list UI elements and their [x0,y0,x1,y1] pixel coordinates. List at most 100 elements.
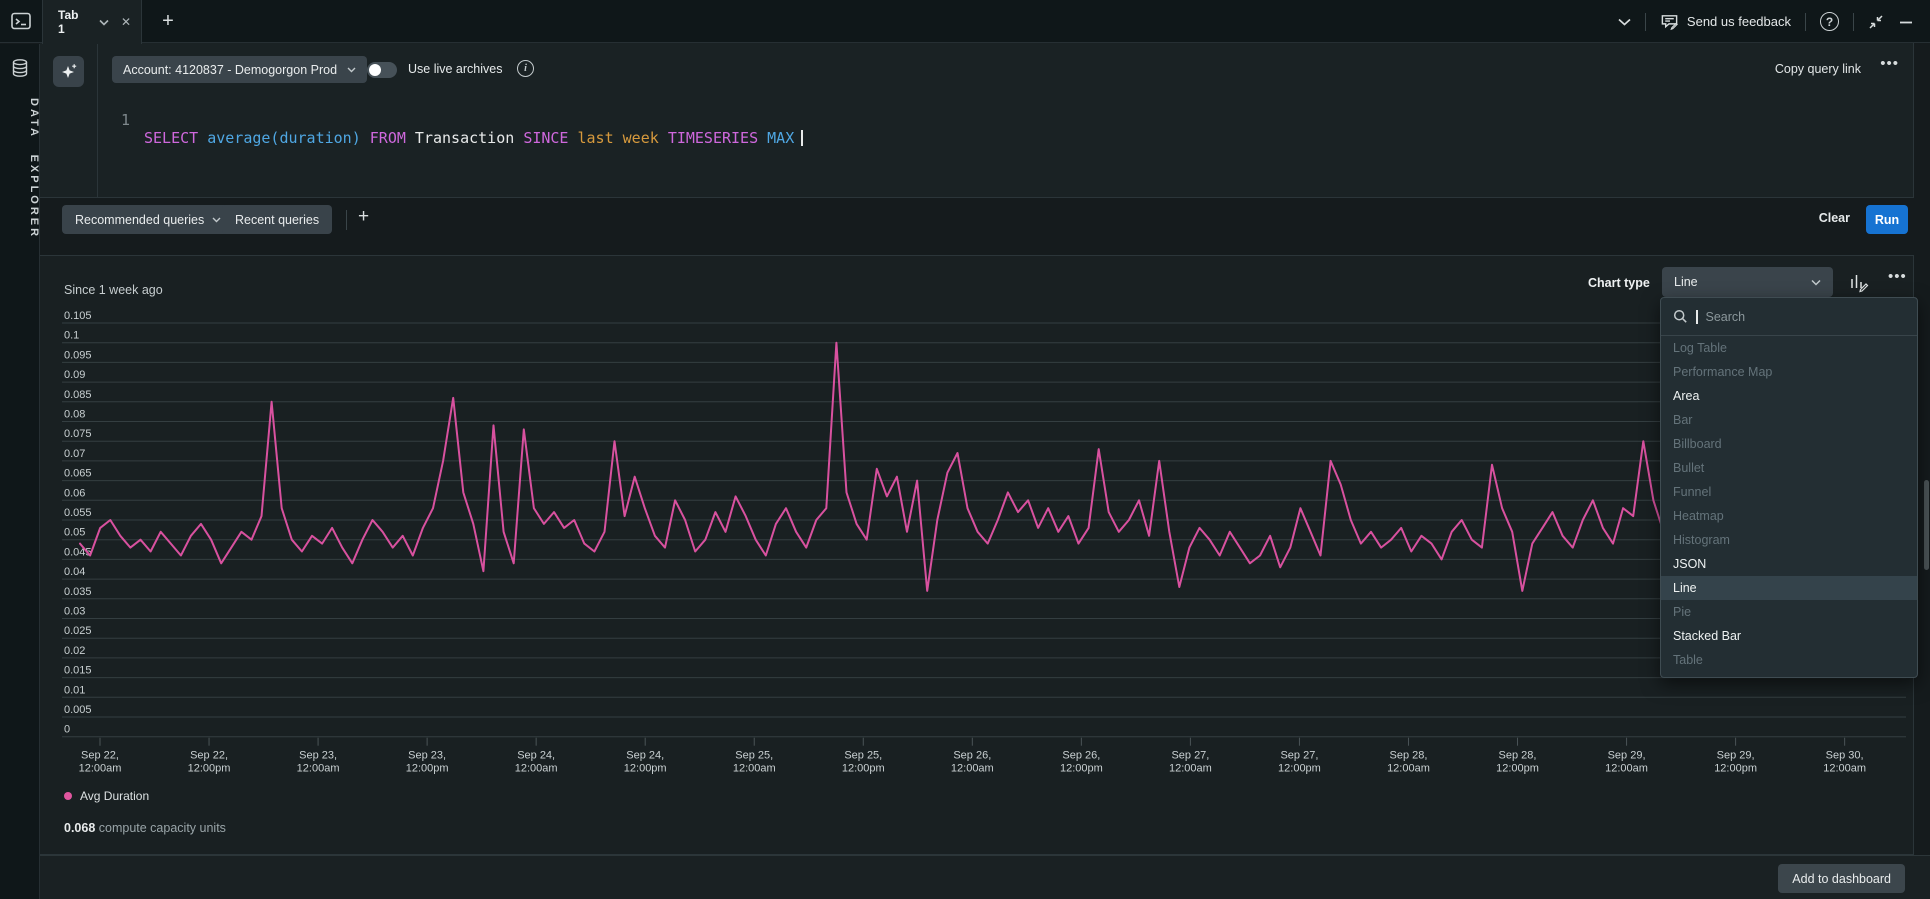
chart-more-options-icon[interactable]: ••• [1888,268,1907,285]
svg-text:0.005: 0.005 [64,704,92,716]
minimize-icon[interactable] [1898,14,1914,30]
svg-text:Sep 27,: Sep 27, [1280,750,1318,762]
svg-text:0.04: 0.04 [64,566,85,578]
svg-text:12:00am: 12:00am [515,763,558,775]
svg-text:12:00pm: 12:00pm [1714,763,1757,775]
chart-type-search-input[interactable]: Search [1661,298,1917,336]
capacity-footnote: 0.068 compute capacity units [64,821,226,835]
svg-text:12:00am: 12:00am [1605,763,1648,775]
clear-button[interactable]: Clear [1818,211,1850,225]
svg-text:0.035: 0.035 [64,586,92,598]
chart-type-option-line[interactable]: Line [1661,576,1917,600]
legend-dot [64,792,72,800]
svg-text:Sep 23,: Sep 23, [299,750,337,762]
account-selector[interactable]: Account: 4120837 - Demogorgon Prod [112,56,368,83]
info-icon[interactable]: i [517,60,534,77]
svg-text:Sep 24,: Sep 24, [517,750,555,762]
chart-type-option-area[interactable]: Area [1673,389,1700,403]
window-chevron-down-icon[interactable] [1618,18,1631,26]
svg-text:0.09: 0.09 [64,369,85,381]
query-editor[interactable]: 1 SELECT average(duration) FROM Transact… [40,93,1913,165]
live-archives-toggle[interactable] [367,62,397,78]
feedback-label: Send us feedback [1686,14,1791,29]
copy-query-link[interactable]: Copy query link [1774,62,1861,76]
window-scrollbar-thumb[interactable] [1924,480,1929,570]
query-token: average(duration) [207,129,361,147]
chart-type-option-bullet: Bullet [1673,461,1705,475]
svg-text:12:00am: 12:00am [951,763,994,775]
svg-text:0.03: 0.03 [64,606,85,618]
svg-text:12:00pm: 12:00pm [1278,763,1321,775]
send-feedback-button[interactable]: Send us feedback [1660,12,1791,31]
add-query-tab-button[interactable]: + [358,206,370,227]
chart-type-option-stacked-bar[interactable]: Stacked Bar [1673,629,1742,643]
tab-chevron-down-icon[interactable] [99,19,109,26]
capacity-text: compute capacity units [98,821,226,835]
svg-text:Sep 30,: Sep 30, [1826,750,1864,762]
timeseries-chart: 0.105 0.1 0.095 0.09 0.085 0.08 0.075 0.07 0.065… [62,311,1906,775]
tab-label: Tab 1 [58,8,79,36]
svg-text:0: 0 [64,724,70,736]
new-tab-button[interactable]: + [162,10,174,32]
svg-text:Sep 28,: Sep 28, [1390,750,1428,762]
search-placeholder: Search [1705,309,1746,324]
assistant-column [40,43,98,198]
topbar-divider [1805,12,1806,31]
tab-1[interactable]: Tab 1 ✕ [42,0,142,44]
chart-type-option-json[interactable]: JSON [1673,557,1707,571]
search-icon [1673,309,1688,324]
svg-text:0.085: 0.085 [64,389,92,401]
svg-text:0.01: 0.01 [64,684,85,696]
svg-text:12:00am: 12:00am [297,763,340,775]
query-token: FROM [369,129,406,147]
svg-text:12:00am: 12:00am [1169,763,1212,775]
svg-text:Sep 29,: Sep 29, [1608,750,1646,762]
console-icon[interactable] [10,10,32,32]
svg-text:0.095: 0.095 [64,349,92,361]
toggle-knob [369,64,381,76]
chart-type-option-billboard: Billboard [1673,437,1722,451]
run-button[interactable]: Run [1866,205,1908,234]
svg-text:12:00pm: 12:00pm [188,763,231,775]
chart-type-value: Line [1674,275,1698,289]
account-chevron-down-icon [347,67,356,73]
svg-text:12:00pm: 12:00pm [842,763,885,775]
chart-type-options: Log Table Performance Map Area Bar Billboard… [1661,336,1917,672]
svg-text:0.065: 0.065 [64,468,92,480]
query-more-options-icon[interactable]: ••• [1880,55,1899,72]
topbar-actions: Send us feedback ? [1618,0,1914,43]
tab-close-icon[interactable]: ✕ [120,15,131,29]
svg-text:0.105: 0.105 [64,311,92,322]
chart-type-label: Chart type [1588,276,1650,290]
collapse-window-icon[interactable] [1868,14,1884,30]
ai-sparkle-button[interactable] [53,56,84,87]
account-selector-label: Account: 4120837 - Demogorgon Prod [123,62,338,77]
query-code[interactable]: SELECT average(duration) FROM Transactio… [144,129,803,147]
svg-text:12:00pm: 12:00pm [1060,763,1103,775]
text-cursor [801,130,803,146]
chart-type-select[interactable]: Line [1662,267,1833,297]
top-bar: Tab 1 ✕ + Send us feedback ? [0,0,1930,44]
search-text-cursor [1696,309,1698,324]
chart-settings-icon[interactable] [1848,271,1870,293]
chart-type-option-histogram: Histogram [1673,533,1730,547]
add-to-dashboard-button[interactable]: Add to dashboard [1778,864,1905,893]
feedback-icon [1660,12,1679,31]
svg-text:0.055: 0.055 [64,507,92,519]
chart-type-option-pie: Pie [1673,605,1692,619]
chart-title: Since 1 week ago [64,283,163,297]
recommended-queries-button[interactable]: Recommended queries [62,205,235,234]
query-panel: Account: 4120837 - Demogorgon Prod Use l… [40,43,1914,198]
chart-legend[interactable]: Avg Duration [64,789,149,803]
recent-queries-button[interactable]: Recent queries [222,205,333,234]
help-icon[interactable]: ? [1820,12,1839,31]
chart-type-option-log-table: Log Table [1673,341,1727,355]
svg-text:Sep 26,: Sep 26, [1062,750,1100,762]
chart-panel: Chart type Line ••• Since 1 week ago 0.1… [40,255,1914,855]
database-icon[interactable] [10,58,30,78]
recommended-chevron-down-icon [212,217,221,223]
chart-type-option-table: Table [1673,653,1703,667]
svg-text:0.05: 0.05 [64,527,85,539]
svg-text:12:00pm: 12:00pm [1496,763,1539,775]
